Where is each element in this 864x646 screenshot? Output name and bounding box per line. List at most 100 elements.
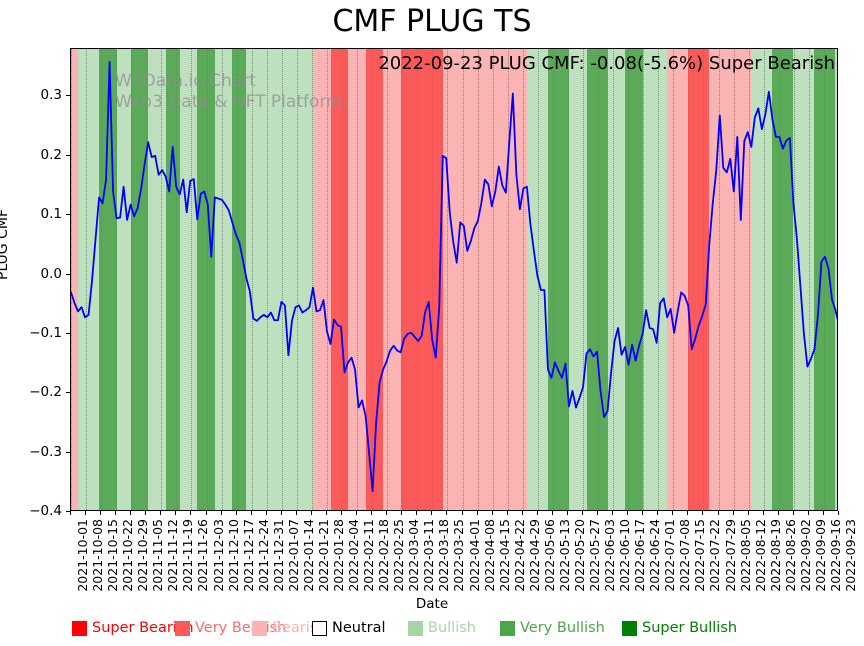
gridline xyxy=(492,49,494,510)
x-tick-label: 2022-04-22 xyxy=(511,519,527,592)
x-tick-label: 2022-06-24 xyxy=(647,519,663,592)
x-tick-label: 2022-07-08 xyxy=(677,519,693,592)
y-tick-mark xyxy=(66,332,70,334)
x-tick-label: 2022-01-14 xyxy=(300,519,316,592)
x-tick-label: 2022-08-26 xyxy=(782,519,798,592)
gridline xyxy=(311,49,313,510)
x-tick-mark xyxy=(597,511,599,515)
x-tick-label: 2021-11-12 xyxy=(165,519,181,592)
x-tick-label: 2022-07-01 xyxy=(662,519,678,592)
gridline xyxy=(146,49,148,510)
x-tick-mark xyxy=(642,511,644,515)
gridline xyxy=(342,49,344,510)
legend-item-super-bearish[interactable]: Super Bearish xyxy=(72,617,194,639)
x-tick-mark xyxy=(762,511,764,515)
x-tick-label: 2022-09-16 xyxy=(827,519,843,592)
gridline xyxy=(673,49,675,510)
x-tick-label: 2022-09-09 xyxy=(812,519,828,592)
legend-item-very-bullish[interactable]: Very Bullish xyxy=(500,617,605,639)
x-tick-label: 2021-12-03 xyxy=(210,519,226,592)
x-tick-label: 2022-09-23 xyxy=(843,519,858,592)
gridline xyxy=(206,49,208,510)
x-tick-label: 2021-11-26 xyxy=(195,519,211,592)
x-tick-mark xyxy=(160,511,162,515)
x-tick-mark xyxy=(401,511,403,515)
x-tick-label: 2022-03-18 xyxy=(436,519,452,592)
y-tick-label: −0.4 xyxy=(29,503,62,519)
gridline xyxy=(176,49,178,510)
legend-item-bullish[interactable]: Bullish xyxy=(408,617,476,639)
x-tick-mark xyxy=(566,511,568,515)
x-tick-mark xyxy=(717,511,719,515)
y-tick-label: 0.0 xyxy=(40,265,62,282)
x-tick-mark xyxy=(551,511,553,515)
x-tick-label: 2022-03-11 xyxy=(421,519,437,592)
sentiment-band-bearish xyxy=(463,49,485,510)
legend-item-super-bullish[interactable]: Super Bullish xyxy=(622,617,737,639)
sentiment-band-very_bullish xyxy=(197,49,215,510)
x-tick-label: 2022-09-02 xyxy=(797,519,813,592)
x-tick-label: 2022-02-04 xyxy=(346,519,362,592)
x-tick-mark xyxy=(506,511,508,515)
vertical-gridlines xyxy=(71,49,837,510)
legend-swatch-icon xyxy=(408,620,423,636)
sentiment-band-bullish xyxy=(246,49,268,510)
x-tick-mark xyxy=(341,511,343,515)
y-tick-label: 0.1 xyxy=(40,206,62,223)
sentiment-band-bearish xyxy=(505,49,527,510)
gridline xyxy=(477,49,479,510)
x-tick-label: 2021-10-08 xyxy=(90,519,106,592)
gridline xyxy=(583,49,584,510)
sentiment-band-very_bullish xyxy=(586,49,608,510)
gridline xyxy=(432,49,434,510)
x-tick-label: 2021-12-10 xyxy=(225,519,241,592)
chart-subtitle: 2022-09-23 PLUG CMF: -0.08(-5.6%) Super … xyxy=(378,53,835,74)
x-tick-mark xyxy=(431,511,433,515)
x-tick-mark xyxy=(85,511,87,515)
x-tick-label: 2022-08-19 xyxy=(767,519,783,592)
y-axis-label: PLUG CMF xyxy=(0,209,11,280)
x-tick-mark xyxy=(326,511,327,515)
x-tick-label: 2022-04-29 xyxy=(526,519,542,592)
sentiment-band-bearish xyxy=(312,49,331,510)
gridline xyxy=(823,49,825,510)
legend-swatch-icon xyxy=(500,620,515,636)
x-tick-mark xyxy=(416,511,418,515)
x-tick-mark xyxy=(265,511,267,515)
y-tick-mark xyxy=(66,273,70,275)
x-tick-mark xyxy=(190,511,192,515)
sentiment-band-bullish xyxy=(116,49,131,510)
gridline xyxy=(236,49,238,510)
sentiment-band-bullish xyxy=(642,49,668,510)
x-tick-mark xyxy=(145,511,147,515)
sentiment-band-bullish xyxy=(526,49,548,510)
gridline xyxy=(86,49,88,510)
legend-item-neutral[interactable]: Neutral xyxy=(312,617,386,639)
x-tick-mark xyxy=(777,511,779,515)
x-tick-label: 2021-12-17 xyxy=(240,519,256,592)
x-tick-mark xyxy=(612,511,614,515)
gridline xyxy=(462,49,464,510)
sentiment-band-very_bullish xyxy=(772,49,794,510)
x-tick-mark xyxy=(220,511,222,515)
x-tick-label: 2022-02-25 xyxy=(391,519,407,592)
gridline xyxy=(447,49,449,510)
x-tick-label: 2021-10-15 xyxy=(105,519,121,592)
sentiment-band-bearish xyxy=(348,49,366,510)
x-tick-label: 2021-12-31 xyxy=(270,519,286,592)
y-tick-mark xyxy=(66,511,70,512)
sentiment-band-very_bullish xyxy=(232,49,247,510)
x-tick-label: 2022-06-17 xyxy=(632,519,648,592)
sentiment-band-very_bullish xyxy=(625,49,643,510)
sentiment-band-bearish xyxy=(667,49,689,510)
x-tick-label: 2022-05-06 xyxy=(541,519,557,592)
gridline xyxy=(628,49,630,510)
sentiment-band-bullish xyxy=(78,49,100,510)
sentiment-band-bullish xyxy=(751,49,773,510)
x-tick-mark xyxy=(295,511,297,515)
x-tick-mark xyxy=(205,511,207,515)
x-tick-mark xyxy=(792,511,794,515)
legend-label: Super Bearish xyxy=(92,620,194,636)
gridline xyxy=(688,49,690,510)
